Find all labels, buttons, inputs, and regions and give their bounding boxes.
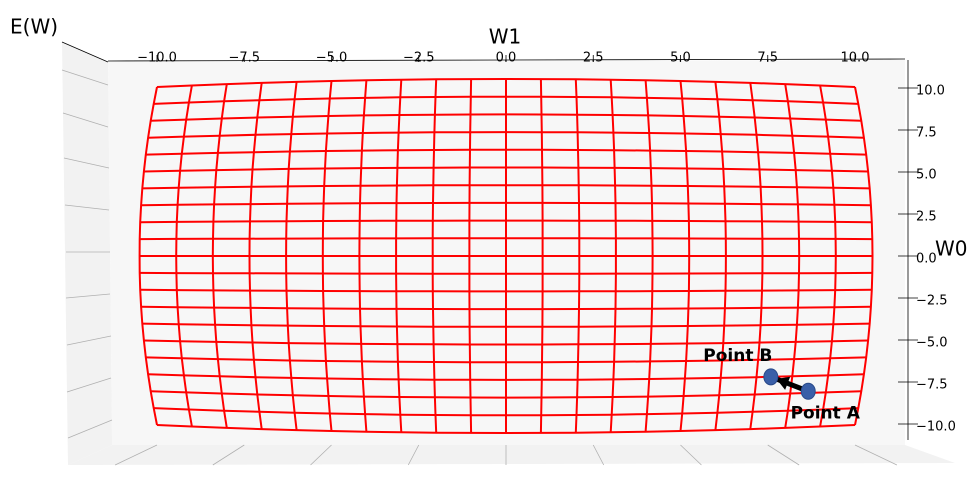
x-axis-label: W1 — [489, 25, 522, 49]
wireframe — [143, 166, 869, 173]
y-tick-label: 0.0 — [916, 252, 937, 267]
left-pane — [62, 42, 112, 465]
x-tick-label: 10.0 — [841, 51, 870, 66]
x-tick-label: −7.5 — [228, 51, 260, 66]
wireframe — [141, 201, 871, 207]
wireframe — [139, 237, 873, 241]
y-tick-label: −10.0 — [916, 420, 956, 435]
point-label: Point A — [791, 403, 861, 423]
x-tick-label: −5.0 — [316, 51, 348, 66]
wireframe — [679, 80, 691, 432]
wireframe — [784, 83, 801, 429]
grid-line — [114, 444, 158, 466]
grid-line — [310, 444, 332, 466]
wireframe — [854, 86, 874, 426]
grid-line — [407, 444, 420, 466]
wireframe — [714, 81, 727, 431]
wireframe — [142, 184, 870, 190]
grid-line — [767, 444, 800, 466]
grid-line — [212, 444, 245, 466]
wireframe — [644, 80, 654, 432]
point — [763, 368, 779, 386]
x-tick-label: −2.5 — [403, 51, 435, 66]
y-tick-label: −7.5 — [916, 378, 948, 393]
wall-grid — [66, 335, 112, 346]
y-tick-label: 7.5 — [916, 126, 937, 141]
x-tick-label: 2.5 — [583, 51, 604, 66]
y-axis-label: W0 — [935, 237, 968, 261]
wireframe — [150, 113, 862, 122]
wireframe — [156, 77, 856, 88]
grid-line — [854, 444, 898, 466]
arrow-head — [776, 376, 791, 390]
wireframe — [749, 82, 764, 430]
wireframe — [145, 148, 867, 156]
axis-line — [61, 41, 109, 63]
x-tick-label: 5.0 — [670, 51, 691, 66]
x-tick-label: 7.5 — [757, 51, 778, 66]
x-tick-label: −10.0 — [137, 51, 177, 66]
wireframe — [153, 95, 859, 105]
y-tick-label: 5.0 — [916, 168, 937, 183]
wall-grid — [63, 157, 110, 169]
grid-line — [592, 444, 605, 466]
panes — [61, 41, 955, 465]
wall-grid — [66, 377, 112, 393]
floor-pane — [68, 445, 955, 465]
wireframe — [609, 79, 617, 433]
wall-grid — [67, 419, 113, 439]
wall-grid — [65, 293, 111, 299]
point — [800, 382, 816, 400]
wall-grid — [64, 204, 110, 211]
wireframe — [574, 79, 581, 433]
wireframe — [140, 219, 872, 224]
wireframe — [148, 131, 864, 139]
grid-line — [680, 444, 702, 466]
wall-grid — [62, 112, 109, 128]
wireframe — [539, 79, 544, 433]
y-tick-label: −2.5 — [916, 294, 948, 309]
x-tick-label: 0.0 — [496, 51, 517, 66]
y-tick-label: 10.0 — [916, 84, 945, 99]
wireframe — [819, 85, 837, 427]
axis-line — [107, 58, 906, 62]
z-axis-label: E(W) — [10, 15, 58, 39]
y-tick-label: 2.5 — [916, 210, 937, 225]
y-tick-label: −5.0 — [916, 336, 948, 351]
wall-grid — [61, 69, 109, 86]
point-label: Point B — [703, 346, 772, 366]
